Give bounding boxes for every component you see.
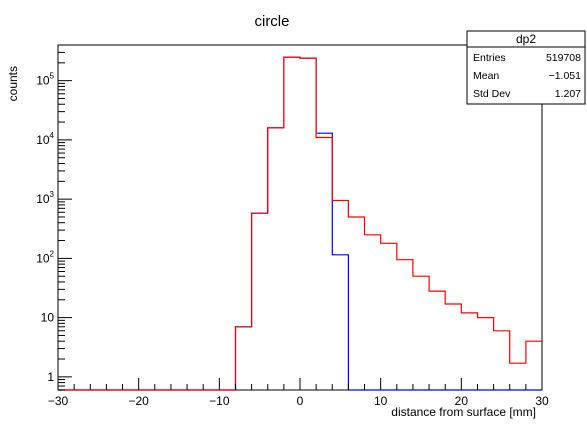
stats-value-entries: 519708 — [546, 52, 581, 64]
y-tick-label: 103 — [36, 190, 54, 206]
stats-label-mean: Mean — [473, 70, 499, 82]
y-tick-label: 1 — [47, 370, 54, 384]
x-axis-title: distance from surface [mm] — [391, 405, 536, 419]
histogram-series-1 — [58, 56, 542, 391]
stats-value-stddev: 1.207 — [555, 88, 581, 100]
stats-box-frame — [466, 30, 586, 105]
x-tick-label: 20 — [455, 394, 469, 408]
x-tick-label: −30 — [48, 394, 69, 408]
stats-box-title: dp2 — [516, 32, 536, 46]
x-tick-label: 0 — [297, 394, 304, 408]
axes: −30 −20 −10 0 10 20 30 1 10 102 103 104 105 — [36, 44, 549, 408]
x-tick-label: −20 — [128, 394, 149, 408]
y-tick-label: 102 — [36, 249, 54, 265]
y-tick-label: 10 — [41, 311, 55, 325]
plot-frame — [57, 44, 543, 391]
x-tick-label: 10 — [374, 394, 388, 408]
y-tick-label: 105 — [36, 72, 54, 88]
x-tick-label: −10 — [209, 394, 230, 408]
histogram-series — [58, 56, 542, 391]
stats-box: dp2 Entries 519708 Mean −1.051 Std Dev 1… — [466, 30, 586, 105]
x-tick-label: 30 — [535, 394, 549, 408]
stats-label-stddev: Std Dev — [473, 88, 511, 100]
y-axis-title: counts — [6, 66, 20, 101]
y-tick-label: 104 — [36, 131, 54, 147]
stats-value-mean: −1.051 — [549, 70, 582, 82]
chart-title: circle — [254, 13, 289, 30]
stats-label-entries: Entries — [473, 52, 506, 64]
